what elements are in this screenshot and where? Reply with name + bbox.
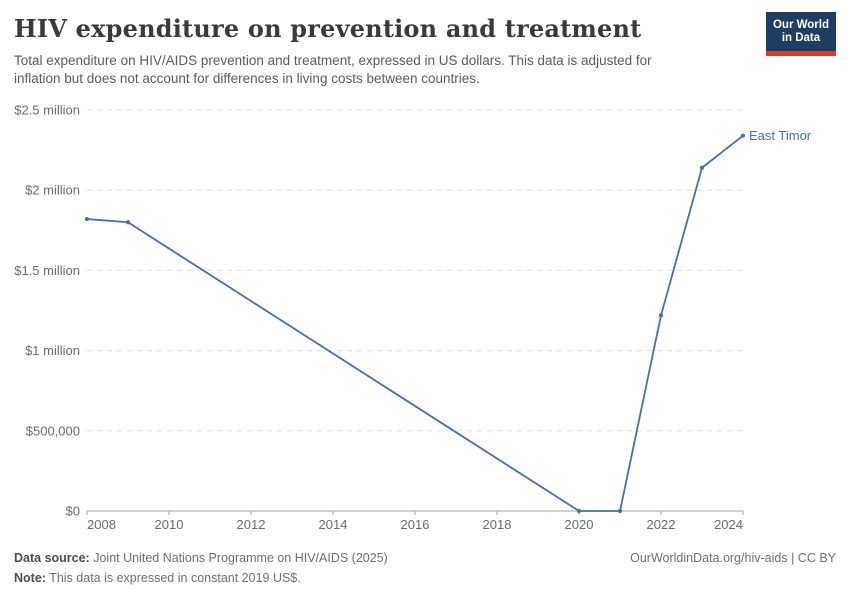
- x-axis-label: 2024: [714, 517, 743, 532]
- x-axis-label: 2018: [483, 517, 512, 532]
- data-point-marker: [617, 508, 623, 514]
- x-axis-label: 2022: [647, 517, 676, 532]
- subtitle-line-2: inflation but does not account for diffe…: [14, 71, 480, 86]
- owid-link[interactable]: OurWorldinData.org/hiv-aids | CC BY: [630, 551, 836, 565]
- chart-footer: Data source: Joint United Nations Progra…: [14, 548, 836, 588]
- data-point-marker: [84, 216, 90, 222]
- chart-header: HIV expenditure on prevention and treatm…: [14, 12, 836, 88]
- series-end-label: East Timor: [749, 128, 812, 143]
- chart-subtitle: Total expenditure on HIV/AIDS prevention…: [14, 52, 836, 88]
- note-label: Note:: [14, 571, 46, 585]
- x-axis-label: 2016: [401, 517, 430, 532]
- note-text: This data is expressed in constant 2019 …: [49, 571, 301, 585]
- y-axis-label: $2.5 million: [14, 103, 80, 118]
- data-point-marker: [125, 220, 131, 225]
- data-source-line: Data source: Joint United Nations Progra…: [14, 548, 836, 568]
- x-axis-label: 2010: [155, 517, 184, 532]
- x-axis-label: 2020: [565, 517, 594, 532]
- owid-logo-line-2: in Data: [781, 32, 821, 44]
- data-point-marker: [658, 313, 664, 318]
- data-source-text[interactable]: Joint United Nations Programme on HIV/AI…: [93, 551, 388, 565]
- data-point-marker: [699, 165, 705, 170]
- x-axis-label: 2012: [237, 517, 266, 532]
- data-point-marker: [740, 133, 746, 138]
- x-axis-label: 2014: [319, 517, 348, 532]
- y-axis-label: $500,000: [26, 423, 80, 438]
- x-axis-label: 2008: [87, 517, 116, 532]
- y-axis-label: $1 million: [25, 343, 80, 358]
- owid-logo-line-1: Our World: [772, 19, 829, 31]
- data-point-marker: [576, 508, 582, 514]
- y-axis-label: $1.5 million: [14, 263, 80, 278]
- subtitle-line-1: Total expenditure on HIV/AIDS prevention…: [14, 53, 652, 68]
- data-source-label: Data source:: [14, 551, 90, 565]
- page-title: HIV expenditure on prevention and treatm…: [14, 14, 642, 43]
- note-line: Note: This data is expressed in constant…: [14, 568, 836, 588]
- y-axis-label: $0: [66, 504, 80, 519]
- y-axis-label: $2 million: [25, 183, 80, 198]
- data-line: [86, 134, 744, 512]
- owid-logo[interactable]: Our World in Data: [765, 12, 836, 56]
